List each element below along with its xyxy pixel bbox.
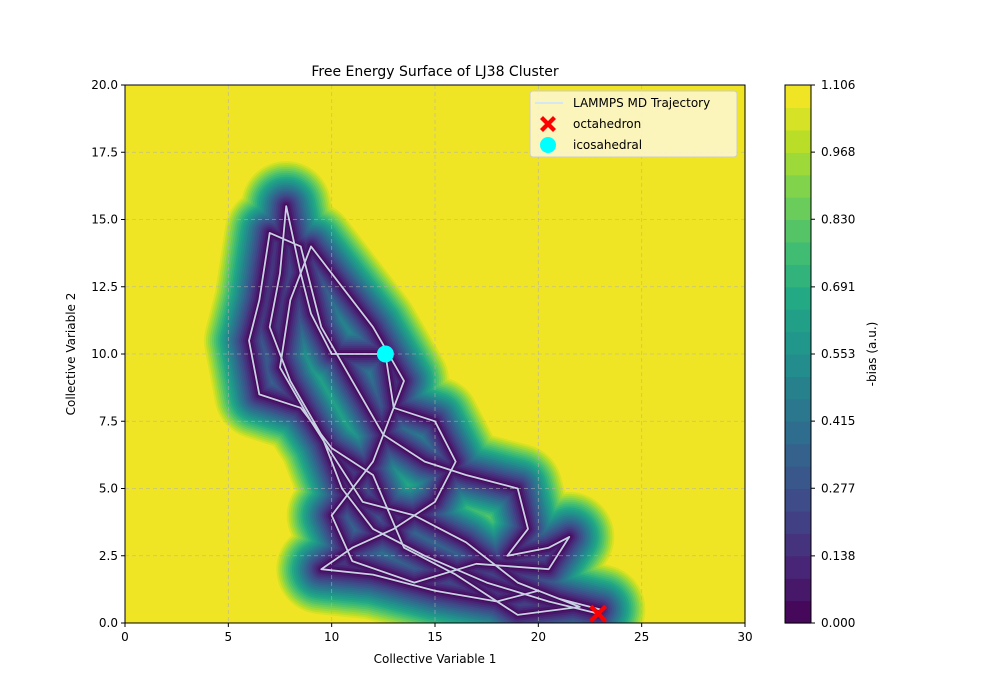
colorbar-band [785,309,811,333]
colorbar-band [785,354,811,378]
y-tick-label: 2.5 [99,549,118,563]
colorbar-band [785,421,811,445]
colorbar-band [785,174,811,198]
colorbar-band [785,85,811,109]
legend-icosahedral-marker [540,137,556,153]
colorbar-bands [785,85,811,624]
colorbar-tick-label: 0.968 [821,145,855,159]
octahedron-marker [589,604,608,623]
colorbar-band [785,466,811,490]
x-tick-label: 0 [121,630,129,644]
x-tick-label: 15 [427,630,442,644]
colorbar-band [785,488,811,512]
y-tick-label: 7.5 [99,414,118,428]
y-tick-label: 5.0 [99,482,118,496]
colorbar-ticks: 0.000 0.138 0.277 0.415 0.553 0.691 0.830 0.968… [811,78,855,630]
colorbar-tick-label: 1.106 [821,78,855,92]
x-tick-label: 20 [531,630,546,644]
colorbar-label: -bias (a.u.) [865,322,879,387]
x-axis-label: Collective Variable 1 [374,652,497,666]
icosahedral-marker [376,345,394,363]
trajectory-line [248,205,601,616]
colorbar-tick-label: 0.553 [821,347,855,361]
colorbar-band [785,107,811,131]
colorbar-band [785,219,811,243]
colorbar-band [785,555,811,579]
colorbar-tick-label: 0.000 [821,616,855,630]
colorbar-band [785,241,811,265]
colorbar-tick-label: 0.138 [821,549,855,563]
legend-octahedron-marker [540,116,556,132]
legend-octahedron-label: octahedron [573,117,641,131]
legend-trajectory-label: LAMMPS MD Trajectory [573,96,710,110]
x-tick-label: 5 [225,630,233,644]
y-tick-label: 0.0 [99,616,118,630]
y-tick-label: 15.0 [91,213,118,227]
trajectory-layer [248,205,601,616]
colorbar-tick-label: 0.691 [821,280,855,294]
colorbar-tick-label: 0.830 [821,212,855,226]
colorbar-band [785,398,811,422]
colorbar-band [785,197,811,221]
x-tick-label: 30 [737,630,752,644]
colorbar-tick-label: 0.277 [821,481,855,495]
legend-icosahedral-label: icosahedral [573,138,642,152]
y-axis-ticks: 0.0 2.5 5.0 7.5 10.0 12.5 15.0 17.5 20.0 [91,78,125,630]
colorbar-band [785,331,811,355]
colorbar-band [785,578,811,602]
colorbar-band [785,510,811,534]
plot-area [125,85,745,623]
legend: LAMMPS MD Trajectory octahedron icosahed… [529,90,738,158]
x-tick-label: 25 [634,630,649,644]
x-axis-ticks: 0 5 10 15 20 25 30 [121,623,753,644]
legend-box [529,90,738,158]
colorbar-band [785,264,811,288]
colorbar-band [785,533,811,557]
y-axis-label: Collective Variable 2 [64,293,78,416]
colorbar-band [785,152,811,176]
chart-title: Free Energy Surface of LJ38 Cluster [311,64,558,80]
colorbar-band [785,600,811,624]
x-tick-label: 10 [324,630,339,644]
colorbar-band [785,443,811,467]
y-tick-label: 20.0 [91,78,118,92]
colorbar-band [785,129,811,153]
y-tick-label: 12.5 [91,280,118,294]
y-tick-label: 17.5 [91,145,118,159]
colorbar-tick-label: 0.415 [821,414,855,428]
colorbar-band [785,286,811,310]
colorbar-band [785,376,811,400]
marker-layer [376,345,608,623]
colorbar: 0.000 0.138 0.277 0.415 0.553 0.691 0.830 0.968… [784,78,879,630]
y-tick-label: 10.0 [91,347,118,361]
